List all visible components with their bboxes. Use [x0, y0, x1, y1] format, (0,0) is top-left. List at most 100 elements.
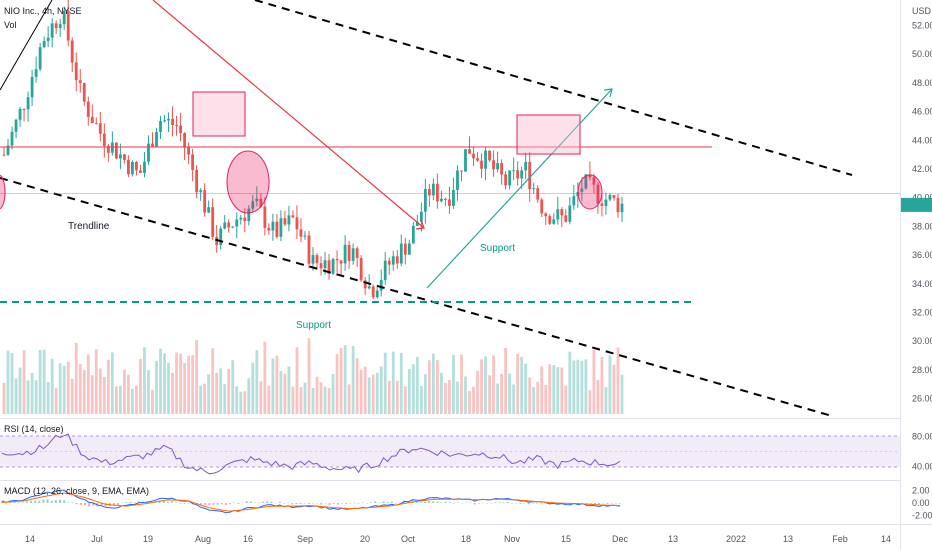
candle [520, 166, 524, 189]
rsi-legend[interactable]: RSI (14, close) [4, 424, 64, 434]
macd-histogram-bar [100, 503, 103, 506]
macd-histogram-bar [444, 501, 447, 503]
candle [175, 115, 178, 136]
volume-bar [211, 348, 215, 414]
volume-bar [452, 354, 455, 414]
range-box-2 [516, 114, 581, 155]
volume-bar [82, 370, 86, 414]
candle [468, 136, 471, 154]
candle [203, 183, 207, 217]
volume-bar [476, 370, 479, 414]
candle [74, 52, 78, 92]
macd-histogram-bar [270, 501, 273, 503]
volume-bar [279, 371, 283, 414]
volume-bar [612, 364, 616, 414]
time-axis[interactable]: 14 Jul 19 Aug 16 Sep 20 Oct 18 Nov 15 Dec 13 2022 13 Fe… [25, 534, 891, 544]
macd-histogram-bar [419, 502, 422, 503]
volume-bar [407, 369, 411, 414]
macd-histogram-bar [490, 503, 493, 504]
price-tick-label: 46.00 [912, 107, 932, 117]
candle [415, 214, 419, 227]
macd-tick-label: 2.00 [912, 485, 930, 495]
macd-histogram-bar [224, 503, 227, 506]
time-tick-label: 14 [25, 534, 35, 544]
macd-histogram-bar [531, 503, 534, 504]
price-axis[interactable]: 26.00 28.00 30.00 32.00 34.00 36.00 38.00 40.00… [901, 21, 932, 404]
candle [367, 274, 371, 290]
macd-histogram-bar [13, 501, 16, 503]
volume-bar [399, 352, 403, 414]
volume-bar [363, 366, 367, 414]
candle [532, 182, 536, 194]
candle [223, 215, 227, 230]
macd-histogram-bar [162, 500, 165, 503]
macd-axis[interactable]: 2.00 0.00 -2.00 [912, 485, 932, 520]
volume-bar [267, 385, 271, 414]
macd-histogram-bar [506, 501, 509, 503]
volume-bar [367, 377, 371, 414]
volume-bar [243, 391, 247, 414]
time-tick-label: Sep [297, 534, 313, 544]
macd-histogram-bar [382, 501, 385, 503]
candle [279, 210, 283, 242]
candle [167, 112, 170, 133]
range-box-1 [192, 91, 246, 137]
candle [548, 214, 552, 226]
volume-bar [259, 381, 263, 414]
volume-bar [14, 378, 18, 414]
candle [171, 106, 174, 137]
candle [411, 221, 415, 244]
macd-histogram-bar [216, 503, 219, 505]
macd-histogram-bar [394, 503, 397, 504]
red-down-arrowhead [415, 219, 425, 230]
volume-bar [143, 347, 146, 414]
candle [211, 198, 215, 240]
macd-histogram-bar [436, 501, 439, 503]
macd-histogram-bar [614, 503, 617, 504]
volume-bar [26, 380, 30, 414]
volume-bar [572, 360, 576, 414]
candle [307, 230, 311, 269]
candle [588, 161, 592, 181]
candle [271, 213, 275, 241]
volume-bar [383, 352, 387, 414]
macd-histogram-bar [598, 503, 601, 505]
price-tick-label: 38.00 [912, 221, 932, 231]
rsi-axis[interactable]: 40.00 80.00 [912, 431, 932, 471]
macd-histogram-bar [432, 501, 435, 503]
volume-bar [6, 350, 10, 414]
candle [327, 254, 331, 280]
candle [564, 209, 568, 223]
volume-bar [588, 390, 592, 414]
macd-histogram-bar [88, 503, 91, 507]
candle [58, 18, 62, 37]
candle [50, 18, 54, 48]
volume-bar [239, 391, 243, 414]
volume-bar [215, 372, 219, 414]
candle [267, 223, 271, 235]
candle [568, 196, 572, 225]
volume-bar [347, 384, 351, 414]
symbol-legend[interactable]: NIO Inc., 4h, NYSE [4, 6, 82, 16]
price-tick-label: 42.00 [912, 164, 932, 174]
volume-bar [62, 366, 66, 414]
volume-bar [584, 359, 588, 414]
candle [319, 256, 323, 276]
volume-bar [484, 356, 487, 414]
volume-legend[interactable]: Vol [4, 20, 17, 30]
candle [592, 173, 596, 194]
volume-bar [131, 388, 134, 414]
macd-tick-label: -2.00 [912, 511, 932, 521]
macd-histogram-bar [320, 503, 323, 505]
volume-bar [524, 363, 528, 414]
candle [82, 82, 86, 106]
macd-histogram-bar [610, 503, 613, 504]
volume-bar [203, 383, 207, 414]
macd-legend[interactable]: MACD (12, 26, close, 9, EMA, EMA) [4, 486, 149, 496]
volume-layer [2, 338, 624, 414]
candle [62, 6, 66, 30]
macd-histogram-bar [328, 503, 331, 506]
candle [596, 181, 600, 214]
candle [179, 112, 182, 142]
candle [504, 171, 508, 190]
